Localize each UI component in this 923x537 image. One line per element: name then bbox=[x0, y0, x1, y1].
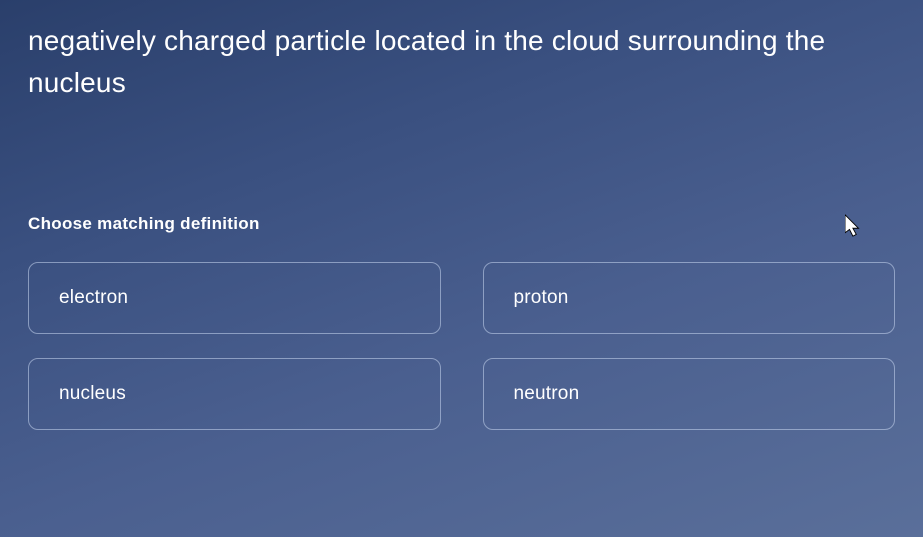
option-nucleus[interactable]: nucleus bbox=[28, 358, 441, 430]
instruction-text: Choose matching definition bbox=[28, 214, 895, 234]
option-proton[interactable]: proton bbox=[483, 262, 896, 334]
option-neutron[interactable]: neutron bbox=[483, 358, 896, 430]
options-grid: electron proton nucleus neutron bbox=[28, 262, 895, 430]
question-text: negatively charged particle located in t… bbox=[28, 20, 868, 104]
option-electron[interactable]: electron bbox=[28, 262, 441, 334]
